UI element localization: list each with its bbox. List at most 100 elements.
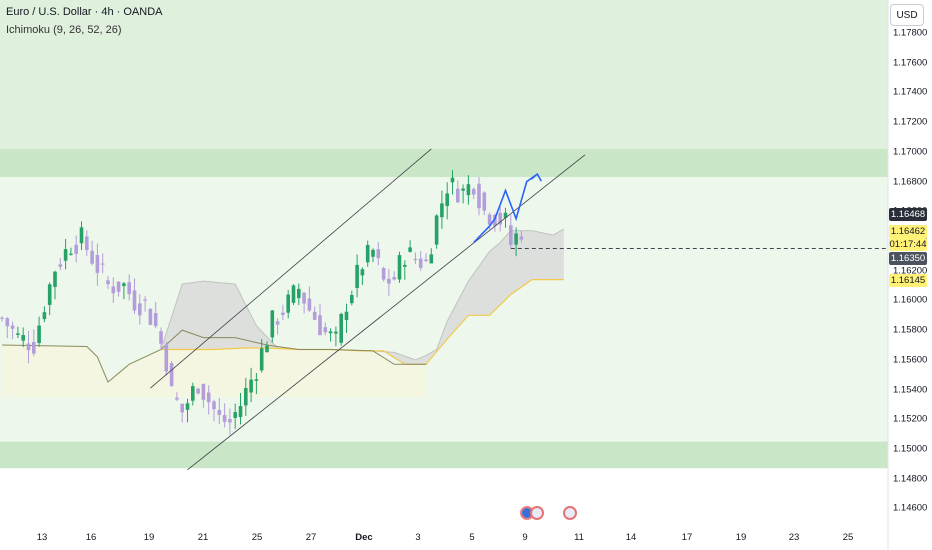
- candle-body: [487, 214, 492, 225]
- candle-body: [143, 299, 147, 301]
- resistance-zone: [0, 148, 888, 178]
- event-flag-us-icon[interactable]: [563, 506, 577, 520]
- candle-body: [456, 188, 460, 203]
- candle-body: [159, 331, 163, 344]
- price-tick-label: 1.17200: [893, 116, 928, 128]
- candle-body: [138, 303, 142, 316]
- time-tick-label: 14: [625, 532, 637, 543]
- time-tick-label: 19: [143, 532, 155, 543]
- candle-body: [281, 312, 285, 315]
- kijun-shade: [2, 330, 426, 397]
- currency-button[interactable]: USD: [890, 4, 924, 26]
- candle-body: [206, 392, 211, 403]
- candle-body: [63, 249, 68, 261]
- candle-body: [344, 311, 349, 320]
- candle-body: [169, 363, 174, 387]
- candle-body: [175, 397, 179, 400]
- candle-body: [307, 298, 312, 311]
- bar-countdown-tag: 01:17:44: [889, 238, 927, 251]
- candle-body: [0, 317, 4, 319]
- candle-body: [79, 227, 84, 244]
- candle-body: [493, 215, 497, 227]
- candle-body: [387, 278, 391, 284]
- upper-background-zone: [0, 0, 888, 149]
- senkou-span-b: [161, 279, 564, 365]
- candle-body: [323, 327, 328, 333]
- candle-body: [85, 236, 89, 251]
- time-tick-label: 25: [251, 532, 263, 543]
- candle-body: [185, 403, 190, 410]
- candle-body: [5, 318, 10, 327]
- time-tick-label: 19: [735, 532, 747, 543]
- candle-body: [424, 259, 428, 261]
- candle-body: [148, 309, 153, 325]
- candle-body: [360, 269, 365, 276]
- candle-body: [403, 264, 407, 267]
- event-flag-us-icon[interactable]: [530, 506, 544, 520]
- indicator-label[interactable]: Ichimoku (9, 26, 52, 26): [6, 24, 122, 36]
- candle-body: [74, 244, 78, 254]
- price-tick-label: 1.17600: [893, 57, 928, 69]
- candle-body: [53, 271, 57, 287]
- candle-body: [302, 292, 306, 304]
- candle-body: [355, 264, 359, 288]
- candle-body: [365, 245, 370, 263]
- projection-path: [473, 173, 538, 244]
- time-tick-label: 13: [36, 532, 48, 543]
- candle-body: [498, 212, 502, 225]
- candle-body: [180, 403, 184, 413]
- price-tick-label: 1.15200: [893, 413, 928, 425]
- candle-body: [418, 258, 423, 268]
- price-tick-label: 1.16800: [893, 176, 928, 188]
- candle-body: [32, 342, 36, 354]
- time-tick-label: 3: [415, 532, 421, 543]
- candle-body: [164, 344, 169, 372]
- candle-body: [42, 312, 47, 320]
- candle-body: [47, 284, 52, 305]
- price-tick-label: 1.15000: [893, 443, 928, 455]
- candle-body: [249, 379, 253, 393]
- projection-arrowhead: [530, 172, 542, 182]
- channel-upper-line: [150, 148, 432, 389]
- time-tick-label: 17: [681, 532, 693, 543]
- candle-body: [328, 331, 333, 334]
- price-tick-label: 1.14800: [893, 473, 928, 485]
- kijun-line: [1, 329, 426, 383]
- candle-body: [37, 325, 41, 343]
- candle-body: [286, 294, 290, 313]
- candle-body: [350, 295, 354, 304]
- candle-body: [58, 264, 63, 267]
- price-tick-label: 1.17800: [893, 27, 928, 39]
- candle-body: [297, 288, 301, 299]
- candle-body: [10, 325, 15, 329]
- time-tick-label: 11: [574, 532, 584, 543]
- lower-background: [0, 468, 888, 520]
- candle-body: [408, 247, 412, 252]
- candle-body: [503, 212, 508, 218]
- candle-body: [381, 268, 386, 280]
- candle-body: [191, 386, 195, 401]
- candle-body: [90, 250, 94, 264]
- time-tick-label: 21: [197, 532, 209, 543]
- candle-body: [111, 286, 116, 294]
- candle-body: [116, 281, 121, 292]
- price-tick-label: 1.15400: [893, 384, 928, 396]
- candle-body: [196, 388, 200, 394]
- time-tick-label: 9: [522, 532, 528, 543]
- price-tick-label: 1.15600: [893, 354, 928, 366]
- mid-background-zone: [0, 177, 888, 442]
- candle-body: [339, 313, 343, 343]
- candle-body: [371, 249, 375, 257]
- lower-price-tag: 1.16145: [889, 274, 927, 287]
- price-tick-label: 1.15800: [893, 324, 928, 336]
- candle-body: [519, 236, 524, 240]
- candle-body: [466, 184, 471, 196]
- candle-body: [440, 203, 444, 218]
- senkou-span-a: [160, 228, 565, 361]
- candle-body: [445, 193, 449, 206]
- time-tick-label: 25: [842, 532, 854, 543]
- price-tick-label: 1.17000: [893, 146, 928, 158]
- candle-body: [21, 335, 25, 341]
